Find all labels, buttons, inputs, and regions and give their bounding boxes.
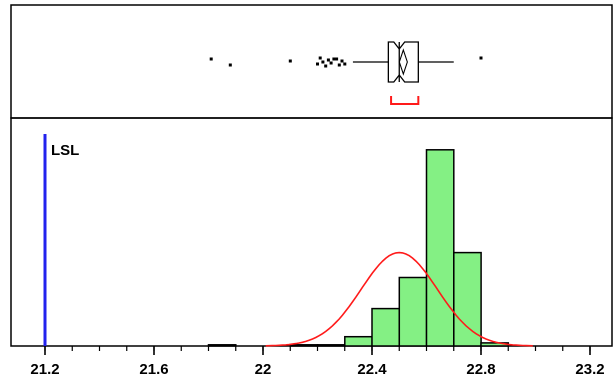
histogram-bars bbox=[207, 149, 510, 347]
outlier-point bbox=[209, 57, 213, 61]
outlier-point bbox=[326, 58, 330, 62]
outlier-point bbox=[316, 62, 319, 66]
histogram-bar bbox=[344, 335, 373, 347]
outlier-point bbox=[340, 59, 344, 63]
outlier-point bbox=[324, 64, 328, 68]
x-tick-label: 21.2 bbox=[30, 361, 59, 378]
x-axis: 21.2 21.6 22 22.4 22.8 23.2 bbox=[30, 346, 605, 378]
boxplot-panel bbox=[10, 4, 613, 119]
histogram-bar bbox=[453, 251, 482, 347]
outlier-point bbox=[337, 63, 341, 67]
histogram-bar bbox=[398, 276, 428, 347]
outlier-point bbox=[228, 63, 232, 67]
x-tick-label: 22.8 bbox=[466, 361, 495, 378]
histogram-frame bbox=[10, 117, 613, 347]
outlier-point bbox=[335, 57, 339, 61]
quantile-box bbox=[387, 41, 419, 83]
lsl-label: LSL bbox=[51, 142, 79, 159]
histogram-panel: LSL bbox=[10, 117, 613, 347]
boxplot bbox=[209, 41, 483, 105]
mean-diamond bbox=[398, 48, 408, 76]
x-tick-label: 22.4 bbox=[357, 361, 387, 378]
histogram-bar bbox=[316, 344, 346, 347]
normal-curve bbox=[265, 251, 533, 347]
x-tick-label: 21.6 bbox=[139, 361, 168, 378]
boxplot-frame bbox=[10, 4, 613, 119]
x-tick-label: 23.2 bbox=[575, 361, 604, 378]
outlier-point bbox=[329, 61, 333, 65]
outlier-point bbox=[321, 60, 325, 64]
outlier-point bbox=[343, 62, 347, 66]
outlier-point bbox=[332, 57, 336, 61]
outlier-point bbox=[318, 56, 322, 60]
histogram-bar bbox=[425, 149, 455, 347]
x-tick-label: 22 bbox=[255, 361, 272, 378]
histogram-bar bbox=[371, 307, 401, 347]
histogram-bar bbox=[289, 344, 319, 347]
outlier-point bbox=[479, 56, 483, 60]
shortest-half-bracket bbox=[390, 96, 420, 105]
outlier-point bbox=[288, 59, 292, 63]
histogram-bar bbox=[207, 344, 237, 347]
